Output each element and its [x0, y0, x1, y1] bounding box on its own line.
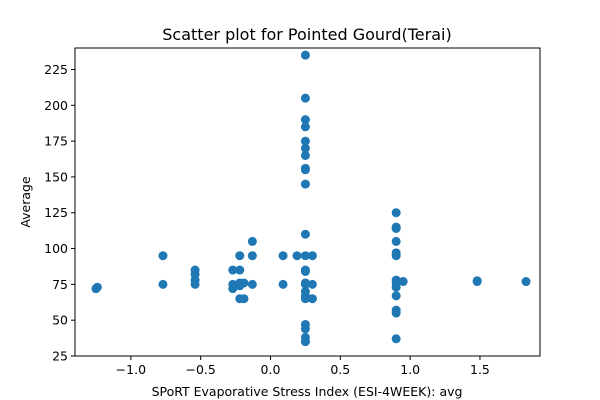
data-point-16: [239, 278, 249, 288]
x-axis: −1.0 −0.5 0.0 0.5 1.0 1.5: [116, 356, 490, 377]
data-point-66: [521, 277, 531, 287]
data-point-59: [391, 291, 401, 301]
x-tick-label: −0.5: [185, 362, 215, 377]
data-point-42: [300, 294, 310, 304]
data-point-25: [300, 93, 310, 103]
data-point-22: [278, 279, 288, 289]
data-point-27: [300, 122, 310, 132]
data-point-55: [391, 251, 401, 261]
data-point-49: [307, 294, 317, 304]
data-point-8: [228, 265, 238, 275]
data-point-17: [239, 294, 249, 304]
chart-title: Scatter plot for Pointed Gourd(Terai): [162, 25, 451, 44]
data-point-46: [300, 337, 310, 347]
data-point-34: [300, 229, 310, 239]
y-tick-label: 125: [44, 205, 68, 220]
y-tick-label: 225: [44, 62, 68, 77]
data-point-58: [391, 282, 401, 292]
data-point-24: [300, 50, 310, 60]
data-point-32: [300, 165, 310, 175]
data-point-30: [300, 150, 310, 160]
y-axis: 25 50 75 100 125 150 175 200 225: [44, 62, 75, 364]
data-point-18: [247, 236, 257, 246]
y-tick-label: 150: [44, 169, 68, 184]
data-point-50: [391, 208, 401, 218]
y-axis-label: Average: [18, 176, 33, 228]
y-tick-label: 175: [44, 134, 68, 149]
data-point-61: [391, 308, 401, 318]
x-tick-label: 1.5: [470, 362, 490, 377]
data-point-33: [300, 179, 310, 189]
y-tick-label: 75: [52, 277, 68, 292]
data-point-20: [247, 279, 257, 289]
data-point-3: [158, 279, 168, 289]
data-point-11: [235, 251, 245, 261]
data-point-44: [300, 324, 310, 334]
y-tick-label: 25: [52, 349, 68, 364]
data-point-7: [190, 279, 200, 289]
data-point-12: [235, 265, 245, 275]
data-point-28: [300, 136, 310, 146]
data-point-52: [391, 224, 401, 233]
y-tick-label: 50: [52, 313, 68, 328]
x-tick-label: 1.0: [400, 362, 420, 377]
data-point-48: [307, 279, 317, 289]
data-points: [91, 50, 531, 347]
y-tick-label: 100: [44, 241, 68, 256]
data-point-19: [247, 251, 257, 261]
data-point-39: [300, 279, 310, 289]
data-point-10: [228, 284, 238, 294]
x-axis-label: SPoRT Evaporative Stress Index (ESI-4WEE…: [152, 384, 463, 399]
data-point-35: [300, 251, 310, 261]
data-point-63: [398, 277, 408, 287]
data-point-53: [391, 236, 401, 246]
plot-frame: [74, 47, 541, 357]
x-tick-label: 0.5: [330, 362, 350, 377]
data-point-26: [300, 115, 310, 125]
x-tick-label: −1.0: [116, 362, 146, 377]
data-point-62: [391, 334, 401, 344]
data-point-21: [278, 251, 288, 261]
data-point-47: [307, 251, 317, 261]
y-tick-label: 200: [44, 98, 68, 113]
data-point-23: [292, 251, 302, 261]
data-point-65: [472, 276, 482, 286]
x-tick-label: 0.0: [261, 362, 281, 377]
data-point-29: [300, 143, 310, 153]
data-point-1: [92, 282, 102, 292]
data-point-2: [158, 251, 168, 261]
data-point-37: [300, 266, 310, 276]
